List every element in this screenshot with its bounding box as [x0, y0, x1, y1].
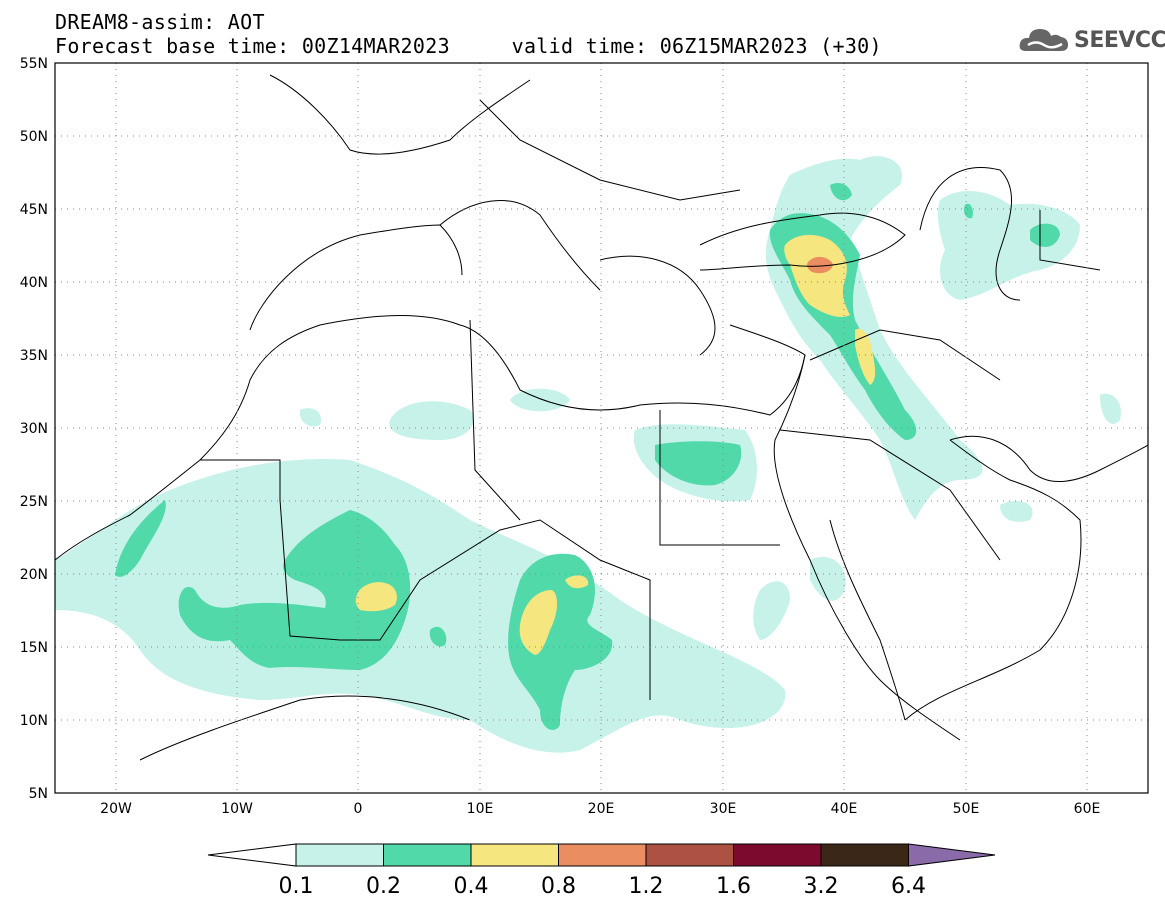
- lon-label: 40E: [831, 801, 858, 817]
- lat-label: 20N: [20, 567, 48, 583]
- lon-label: 10W: [221, 801, 253, 817]
- arabia-west-coast: [829, 519, 906, 721]
- colorbar-label: 0.4: [454, 874, 489, 899]
- saudi-border: [779, 429, 1001, 561]
- europe-borders: [479, 99, 741, 201]
- iberia-coast: [249, 224, 463, 331]
- colorbar-swatch: [470, 843, 559, 867]
- lon-label: 30E: [710, 801, 737, 817]
- sahel-borders: [200, 459, 651, 700]
- north-africa-coast: [55, 315, 806, 561]
- lat-label: 35N: [20, 348, 48, 364]
- colorbar-label: 1.6: [716, 874, 751, 899]
- persian-gulf-coast: [949, 435, 1148, 483]
- colorbar-swatch: [733, 843, 822, 867]
- colorbar-low-arrow: [207, 843, 297, 867]
- colorbar-label: 3.2: [804, 874, 839, 899]
- colorbar-swatch: [558, 843, 647, 867]
- arabia-south-coast: [904, 439, 1082, 721]
- aot-shading: [55, 156, 1121, 753]
- lat-label: 50N: [20, 129, 48, 145]
- colorbar-label: 0.8: [541, 874, 576, 899]
- lat-label: 5N: [29, 786, 48, 802]
- map-frame: [54, 62, 1149, 794]
- lat-label: 25N: [20, 494, 48, 510]
- colorbar-label: 0.1: [279, 874, 314, 899]
- italy-coast: [439, 200, 601, 291]
- colorbar: 0.1 0.2 0.4 0.8 1.2 1.6 3.2 6.4: [207, 843, 996, 899]
- lat-label: 15N: [20, 640, 48, 656]
- red-sea-coast: [773, 354, 961, 741]
- cloud-icon: [1019, 29, 1068, 51]
- algeria-libya-border: [469, 319, 521, 521]
- central-asia-borders: [1039, 210, 1101, 271]
- seevccc-logo: SEEVCCC: [1018, 24, 1165, 56]
- black-sea-coast: [699, 212, 906, 271]
- lon-label: 50E: [953, 801, 980, 817]
- lon-label: 60E: [1074, 801, 1101, 817]
- colorbar-swatch: [645, 843, 734, 867]
- colorbar-label: 1.2: [629, 874, 664, 899]
- latitude-labels: 55N 50N 45N 40N 35N 30N 25N 20N 15N 10N …: [20, 56, 48, 802]
- iraq-border: [809, 329, 1001, 381]
- lon-label: 20E: [588, 801, 615, 817]
- colorbar-swatch: [295, 843, 384, 867]
- colorbar-label: 6.4: [891, 874, 926, 899]
- lat-label: 10N: [20, 713, 48, 729]
- lon-label: 20W: [100, 801, 132, 817]
- map-title: DREAM8-assim: AOT: [55, 10, 265, 34]
- lat-label: 30N: [20, 421, 48, 437]
- lat-label: 45N: [20, 202, 48, 218]
- aot-level-0-4: [355, 234, 876, 655]
- lat-label: 55N: [20, 56, 48, 72]
- forecast-time-info: Forecast base time: 00Z14MAR2023 valid t…: [55, 34, 882, 58]
- europe-north-coast: [269, 74, 531, 155]
- lat-label: 40N: [20, 275, 48, 291]
- lon-label: 0: [354, 801, 363, 817]
- colorbar-swatch: [383, 843, 472, 867]
- balkan-coast: [599, 255, 716, 356]
- logo-text: SEEVCCC: [1074, 27, 1165, 53]
- colorbar-high-arrow: [908, 843, 996, 867]
- aot-level-0-8: [807, 256, 833, 274]
- longitude-labels: 20W 10W 0 10E 20E 30E 40E 50E 60E: [100, 801, 1100, 817]
- colorbar-label: 0.2: [366, 874, 401, 899]
- gulf-of-guinea-coast: [139, 695, 471, 761]
- egypt-border: [659, 410, 780, 546]
- colorbar-swatch: [820, 843, 909, 867]
- grid-lines: [55, 63, 1148, 793]
- lon-label: 10E: [467, 801, 494, 817]
